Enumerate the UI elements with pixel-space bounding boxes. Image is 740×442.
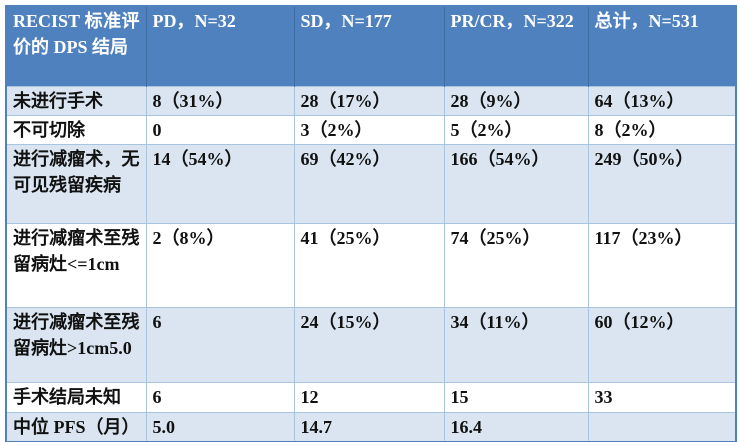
cell-value: 8（2%） [587, 114, 737, 145]
cell-value: 0 [145, 114, 295, 145]
row-label: 手术结局未知 [5, 381, 147, 413]
cell-value [587, 411, 737, 442]
cell-value: 15 [443, 381, 589, 413]
cell-value: 60（12%） [587, 306, 737, 383]
column-header-recist-dps: RECIST 标准评价的 DPS 结局 [6, 6, 147, 86]
row-label: 进行减瘤术，无可见残留疾病 [5, 143, 147, 224]
header-row: RECIST 标准评价的 DPS 结局 PD，N=32 SD，N=177 PR/… [6, 6, 736, 86]
table-row-median-pfs: 中位 PFS（月） 5.0 14.7 16.4 [5, 411, 737, 442]
row-label: 不可切除 [5, 114, 147, 145]
cell-value: 3（2%） [293, 114, 445, 145]
cell-value: 28（9%） [443, 85, 589, 116]
cell-value: 74（25%） [443, 222, 589, 308]
table-row-surgery-outcome-unknown: 手术结局未知 6 12 15 33 [5, 381, 737, 413]
cell-value: 5（2%） [443, 114, 589, 145]
cell-value: 2（8%） [145, 222, 295, 308]
table-row-debulking-residual-le-1cm: 进行减瘤术至残留病灶<=1cm 2（8%） 41（25%） 74（25%） 11… [5, 222, 737, 308]
cell-value: 16.4 [443, 411, 589, 442]
cell-value: 34（11%） [443, 306, 589, 383]
cell-value: 14（54%） [145, 143, 295, 224]
cell-value: 117（23%） [587, 222, 737, 308]
cell-value: 249（50%） [587, 143, 737, 224]
cell-value: 8（31%） [145, 85, 295, 116]
row-label: 进行减瘤术至残留病灶>1cm5.0 [5, 306, 147, 383]
table-row-debulking-residual-gt-1cm: 进行减瘤术至残留病灶>1cm5.0 6 24（15%） 34（11%） 60（1… [5, 306, 737, 383]
column-header-pd: PD，N=32 [146, 6, 295, 86]
cell-value: 69（42%） [293, 143, 445, 224]
table-body: 未进行手术 8（31%） 28（17%） 28（9%） 64（13%） 不可切除… [5, 85, 737, 442]
column-header-sd: SD，N=177 [294, 6, 445, 86]
cell-value: 14.7 [293, 411, 445, 442]
cell-value: 64（13%） [587, 85, 737, 116]
cell-value: 6 [145, 306, 295, 383]
cell-value: 28（17%） [293, 85, 445, 116]
recist-dps-outcome-table: RECIST 标准评价的 DPS 结局 PD，N=32 SD，N=177 PR/… [5, 5, 737, 442]
column-header-total: 总计，N=531 [588, 6, 736, 86]
column-header-prcr: PR/CR，N=322 [444, 6, 589, 86]
cell-value: 166（54%） [443, 143, 589, 224]
row-label: 进行减瘤术至残留病灶<=1cm [5, 222, 147, 308]
row-label: 未进行手术 [5, 85, 147, 116]
cell-value: 6 [145, 381, 295, 413]
cell-value: 33 [587, 381, 737, 413]
table-header: RECIST 标准评价的 DPS 结局 PD，N=32 SD，N=177 PR/… [6, 6, 736, 86]
cell-value: 24（15%） [293, 306, 445, 383]
cell-value: 41（25%） [293, 222, 445, 308]
cell-value: 5.0 [145, 411, 295, 442]
table-row-no-surgery: 未进行手术 8（31%） 28（17%） 28（9%） 64（13%） [5, 85, 737, 116]
table-row-debulking-no-residual: 进行减瘤术，无可见残留疾病 14（54%） 69（42%） 166（54%） 2… [5, 143, 737, 224]
cell-value: 12 [293, 381, 445, 413]
table-row-unresectable: 不可切除 0 3（2%） 5（2%） 8（2%） [5, 114, 737, 145]
row-label: 中位 PFS（月） [5, 411, 147, 442]
